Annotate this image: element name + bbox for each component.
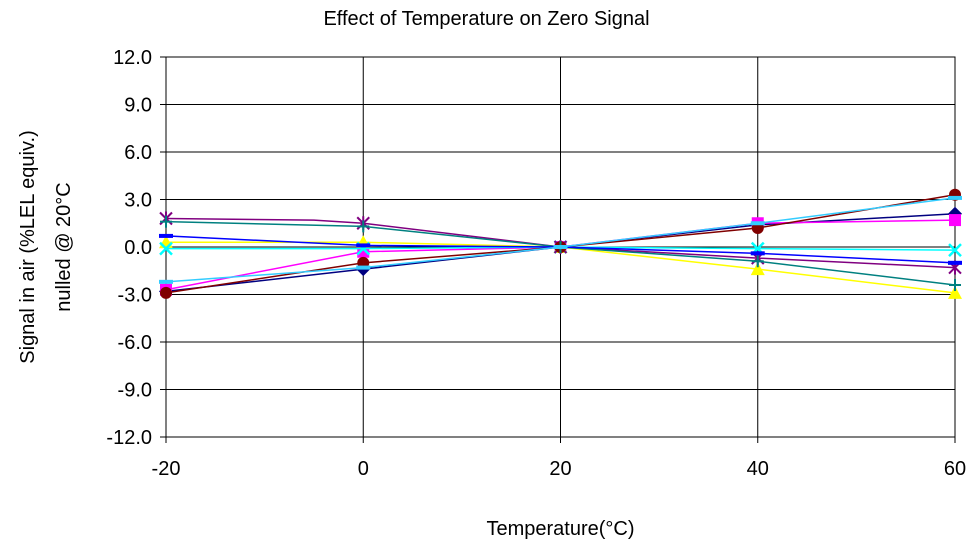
tick-labels: 12.0 9.0 6.0 3.0 0.0 -3.0 -6.0 -9.0 -12.0-20 0 20 4… (106, 47, 966, 480)
y-axis-label-line2: nulled @ 20°C (53, 182, 75, 311)
data-point-marker (948, 195, 962, 200)
y-tick-label: 0.0 (124, 237, 152, 259)
y-tick-label: -12.0 (106, 427, 152, 449)
y-tick-label: -9.0 (118, 380, 152, 402)
data-point-marker (357, 220, 370, 233)
axis-labels: Temperature(°C) Signal in air (%LEL equi… (17, 130, 635, 540)
y-tick-label: -6.0 (118, 332, 152, 354)
y-tick-label: 6.0 (124, 142, 152, 164)
data-point-marker (160, 215, 172, 228)
data-point-marker (948, 285, 962, 299)
data-point-marker (159, 279, 173, 284)
x-tick-label: 20 (549, 458, 571, 480)
series-lines (159, 188, 962, 299)
y-tick-label: 12.0 (113, 47, 152, 69)
data-point-marker (356, 243, 371, 248)
data-point-marker (159, 233, 173, 238)
data-point-marker (356, 265, 371, 270)
series-line (165, 217, 956, 269)
y-tick-label: 3.0 (124, 190, 152, 212)
x-tick-label: 60 (944, 458, 966, 480)
data-point-marker (751, 255, 764, 268)
x-tick-label: 0 (358, 458, 369, 480)
data-point-marker (949, 214, 961, 227)
x-tick-label: -20 (152, 458, 181, 480)
data-point-marker (553, 245, 568, 249)
data-point-marker (750, 221, 765, 226)
data-point-marker (948, 243, 962, 258)
series-9 (159, 195, 962, 284)
y-tick-label: -3.0 (118, 285, 152, 307)
x-tick-label: 40 (747, 458, 769, 480)
x-axis-label: Temperature(°C) (486, 518, 634, 540)
data-point-marker (750, 262, 765, 276)
y-axis-label-line1: Signal in air (%LEL equiv.) (17, 130, 39, 363)
data-point-marker (750, 251, 765, 256)
data-point-marker (160, 286, 172, 299)
data-point-marker (159, 241, 173, 256)
data-point-marker (949, 279, 961, 291)
chart-title: Effect of Temperature on Zero Signal (323, 8, 650, 30)
y-tick-label: 9.0 (124, 95, 152, 117)
data-point-marker (948, 260, 962, 265)
